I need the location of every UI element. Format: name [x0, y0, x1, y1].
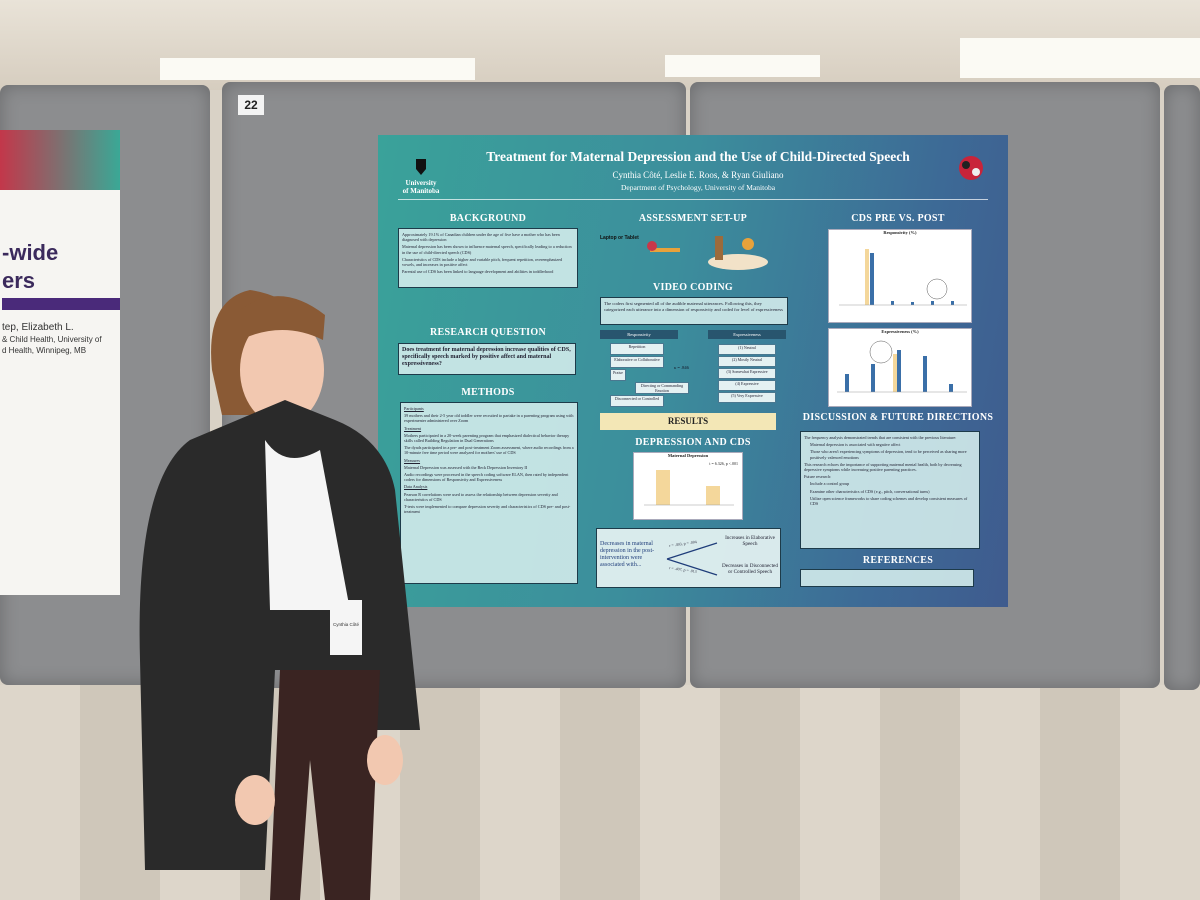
- poster-authors: Cynthia Côté, Leslie E. Roos, & Ryan Giu…: [612, 170, 784, 180]
- expressiveness-cell: (2) Mostly Neutral: [718, 356, 776, 367]
- results-banner: RESULTS: [600, 413, 776, 430]
- methods-item: Mothers participated in a 20-week parent…: [404, 432, 570, 444]
- section-heading: REFERENCES: [862, 555, 934, 566]
- section-heading: DISCUSSION & FUTURE DIRECTIONS: [802, 412, 994, 423]
- ceiling-light: [665, 55, 820, 77]
- assessment-illustration: [647, 236, 768, 270]
- assessment-label: Laptop or Tablet: [600, 235, 639, 241]
- background-item: Characteristics of CDS include a higher …: [402, 256, 563, 268]
- chart-plot: [837, 340, 967, 393]
- methods-item: The dyads participated in a pre- and pos…: [404, 445, 574, 456]
- increase-text: Increases in Elaborative Speech: [725, 535, 775, 548]
- depression-chart: Maternal Depression t = 6.326, p <.001: [633, 452, 743, 520]
- research-question-box: Does treatment for maternal depression i…: [398, 343, 576, 375]
- expressiveness-cell: (5) Very Expressive: [718, 392, 776, 403]
- poster-banner: [0, 130, 120, 190]
- responsivity-cell: Praise: [610, 369, 626, 381]
- responsivity-cell: Directing or Commanding Emotion: [635, 382, 689, 394]
- divider: [398, 199, 988, 200]
- logo-text: of Manitoba: [402, 187, 440, 195]
- chart-plot: [839, 249, 967, 306]
- future-item: Examine other characteristics of CDS (e.…: [810, 488, 930, 494]
- chart-title: Maternal Depression: [667, 453, 709, 458]
- logo-text: University: [405, 179, 437, 187]
- arrows: [666, 542, 718, 576]
- video-coding-box: The coders first segmented all of the au…: [600, 297, 788, 325]
- section-heading: BACKGROUND: [449, 213, 527, 224]
- future-item: Utilize open science frameworks to share…: [810, 495, 968, 507]
- logo-mark: [416, 159, 426, 175]
- background-item: Parental use of CDS has been linked to l…: [402, 269, 554, 275]
- expressiveness-cell: (1) Neutral: [718, 344, 776, 355]
- university-logo: University of Manitoba: [396, 157, 446, 195]
- poster-title: Treatment for Maternal Depression and th…: [486, 149, 910, 164]
- brain-logo: [959, 156, 983, 180]
- section-heading: RESEARCH QUESTION: [430, 327, 546, 338]
- name-tag: Cynthia Côté: [330, 600, 362, 655]
- poster-title-line: -wide: [2, 240, 59, 265]
- chart-title: Responsivity (%): [883, 230, 917, 235]
- responsivity-chart: Responsivity (%): [828, 229, 972, 323]
- chart-title: Expressiveness (%): [881, 329, 919, 334]
- section-heading: VIDEO CODING: [653, 282, 733, 293]
- summary-box: Decreases in maternal depression in the …: [596, 528, 781, 588]
- board-number: 22: [238, 95, 264, 115]
- neighbor-poster: -wide ers tep, Elizabeth L. & Child Heal…: [0, 130, 120, 595]
- discussion-box: The frequency analysis demonstrated tren…: [800, 431, 980, 549]
- section-heading: METHODS: [461, 387, 515, 398]
- research-poster: University of Manitoba Treatment for Mat…: [378, 135, 1008, 607]
- poster-affiliation: Department of Psychology, University of …: [620, 183, 776, 192]
- ceiling-light: [960, 38, 1200, 78]
- references-box: [800, 569, 974, 587]
- methods-item: Audio recordings were processed in the s…: [404, 472, 569, 483]
- summary-text: Decreases in maternal depression in the …: [600, 541, 655, 568]
- future-item: Include a control group: [810, 481, 850, 487]
- methods-item: Maternal Depression was assessed with th…: [404, 464, 528, 470]
- methods-subheading: Data Analysis: [404, 484, 428, 490]
- person: [139, 290, 421, 900]
- expressiveness-chart: Expressiveness (%): [828, 328, 972, 407]
- poster-affiliation: & Child Health, University of: [2, 335, 102, 344]
- methods-subheading: Treatment: [404, 425, 422, 431]
- methods-item: Pearson R correlations were used to asse…: [404, 491, 558, 502]
- poster-affiliation: d Health, Winnipeg, MB: [2, 346, 87, 355]
- methods-box: Participants 39 mothers and their 2-5 yea…: [400, 402, 578, 584]
- discussion-intro: The frequency analysis demonstrated tren…: [804, 435, 957, 440]
- table-header: Responsivity: [600, 330, 678, 339]
- ceiling-light: [320, 58, 475, 80]
- ceiling-light: [160, 58, 320, 80]
- chart-stat: t = 6.326, p <.001: [709, 461, 738, 466]
- discussion-text: This research echoes the importance of s…: [804, 461, 962, 473]
- section-heading: ASSESSMENT SET-UP: [638, 213, 748, 224]
- poster-title-line: ers: [2, 268, 36, 293]
- expressiveness-cell: (4) Expressive: [718, 380, 776, 391]
- discussion-point: Maternal depression is associated with n…: [810, 442, 901, 448]
- poster-author: tep, Elizabeth L.: [2, 322, 74, 333]
- methods-item: T-tests were implemented to compare depr…: [404, 504, 571, 515]
- methods-subheading: Participants: [404, 406, 424, 411]
- poster-board: [1164, 85, 1200, 690]
- responsivity-cell: Repetition: [610, 343, 664, 355]
- methods-subheading: Measures: [404, 457, 421, 463]
- future-label: Future research:: [804, 474, 832, 480]
- background-item: Approximately 19.1% of Canadian children…: [402, 232, 560, 243]
- kappa: κ = .846: [674, 365, 689, 370]
- poster-bar: [2, 298, 120, 310]
- table-header: Expressiveness: [708, 330, 786, 339]
- expressiveness-cell: (3) Somewhat Expressive: [718, 368, 776, 379]
- chart-plot: [644, 470, 734, 506]
- section-heading: DEPRESSION AND CDS: [635, 437, 751, 448]
- background-box: Approximately 19.1% of Canadian children…: [398, 228, 578, 288]
- section-heading: CDS PRE VS. POST: [851, 213, 945, 224]
- responsivity-cell: Disconnected or Controlled: [610, 395, 664, 407]
- discussion-point: Those who aren't experiencing symptoms o…: [810, 449, 967, 460]
- background-item: Maternal depression has been shown to in…: [402, 244, 572, 255]
- methods-item: 39 mothers and their 2-5 year old toddle…: [404, 413, 574, 424]
- responsivity-cell: Elaborative or Collaborative: [610, 356, 664, 368]
- decrease-text: Decreases in Disconnected or Controlled …: [722, 563, 778, 576]
